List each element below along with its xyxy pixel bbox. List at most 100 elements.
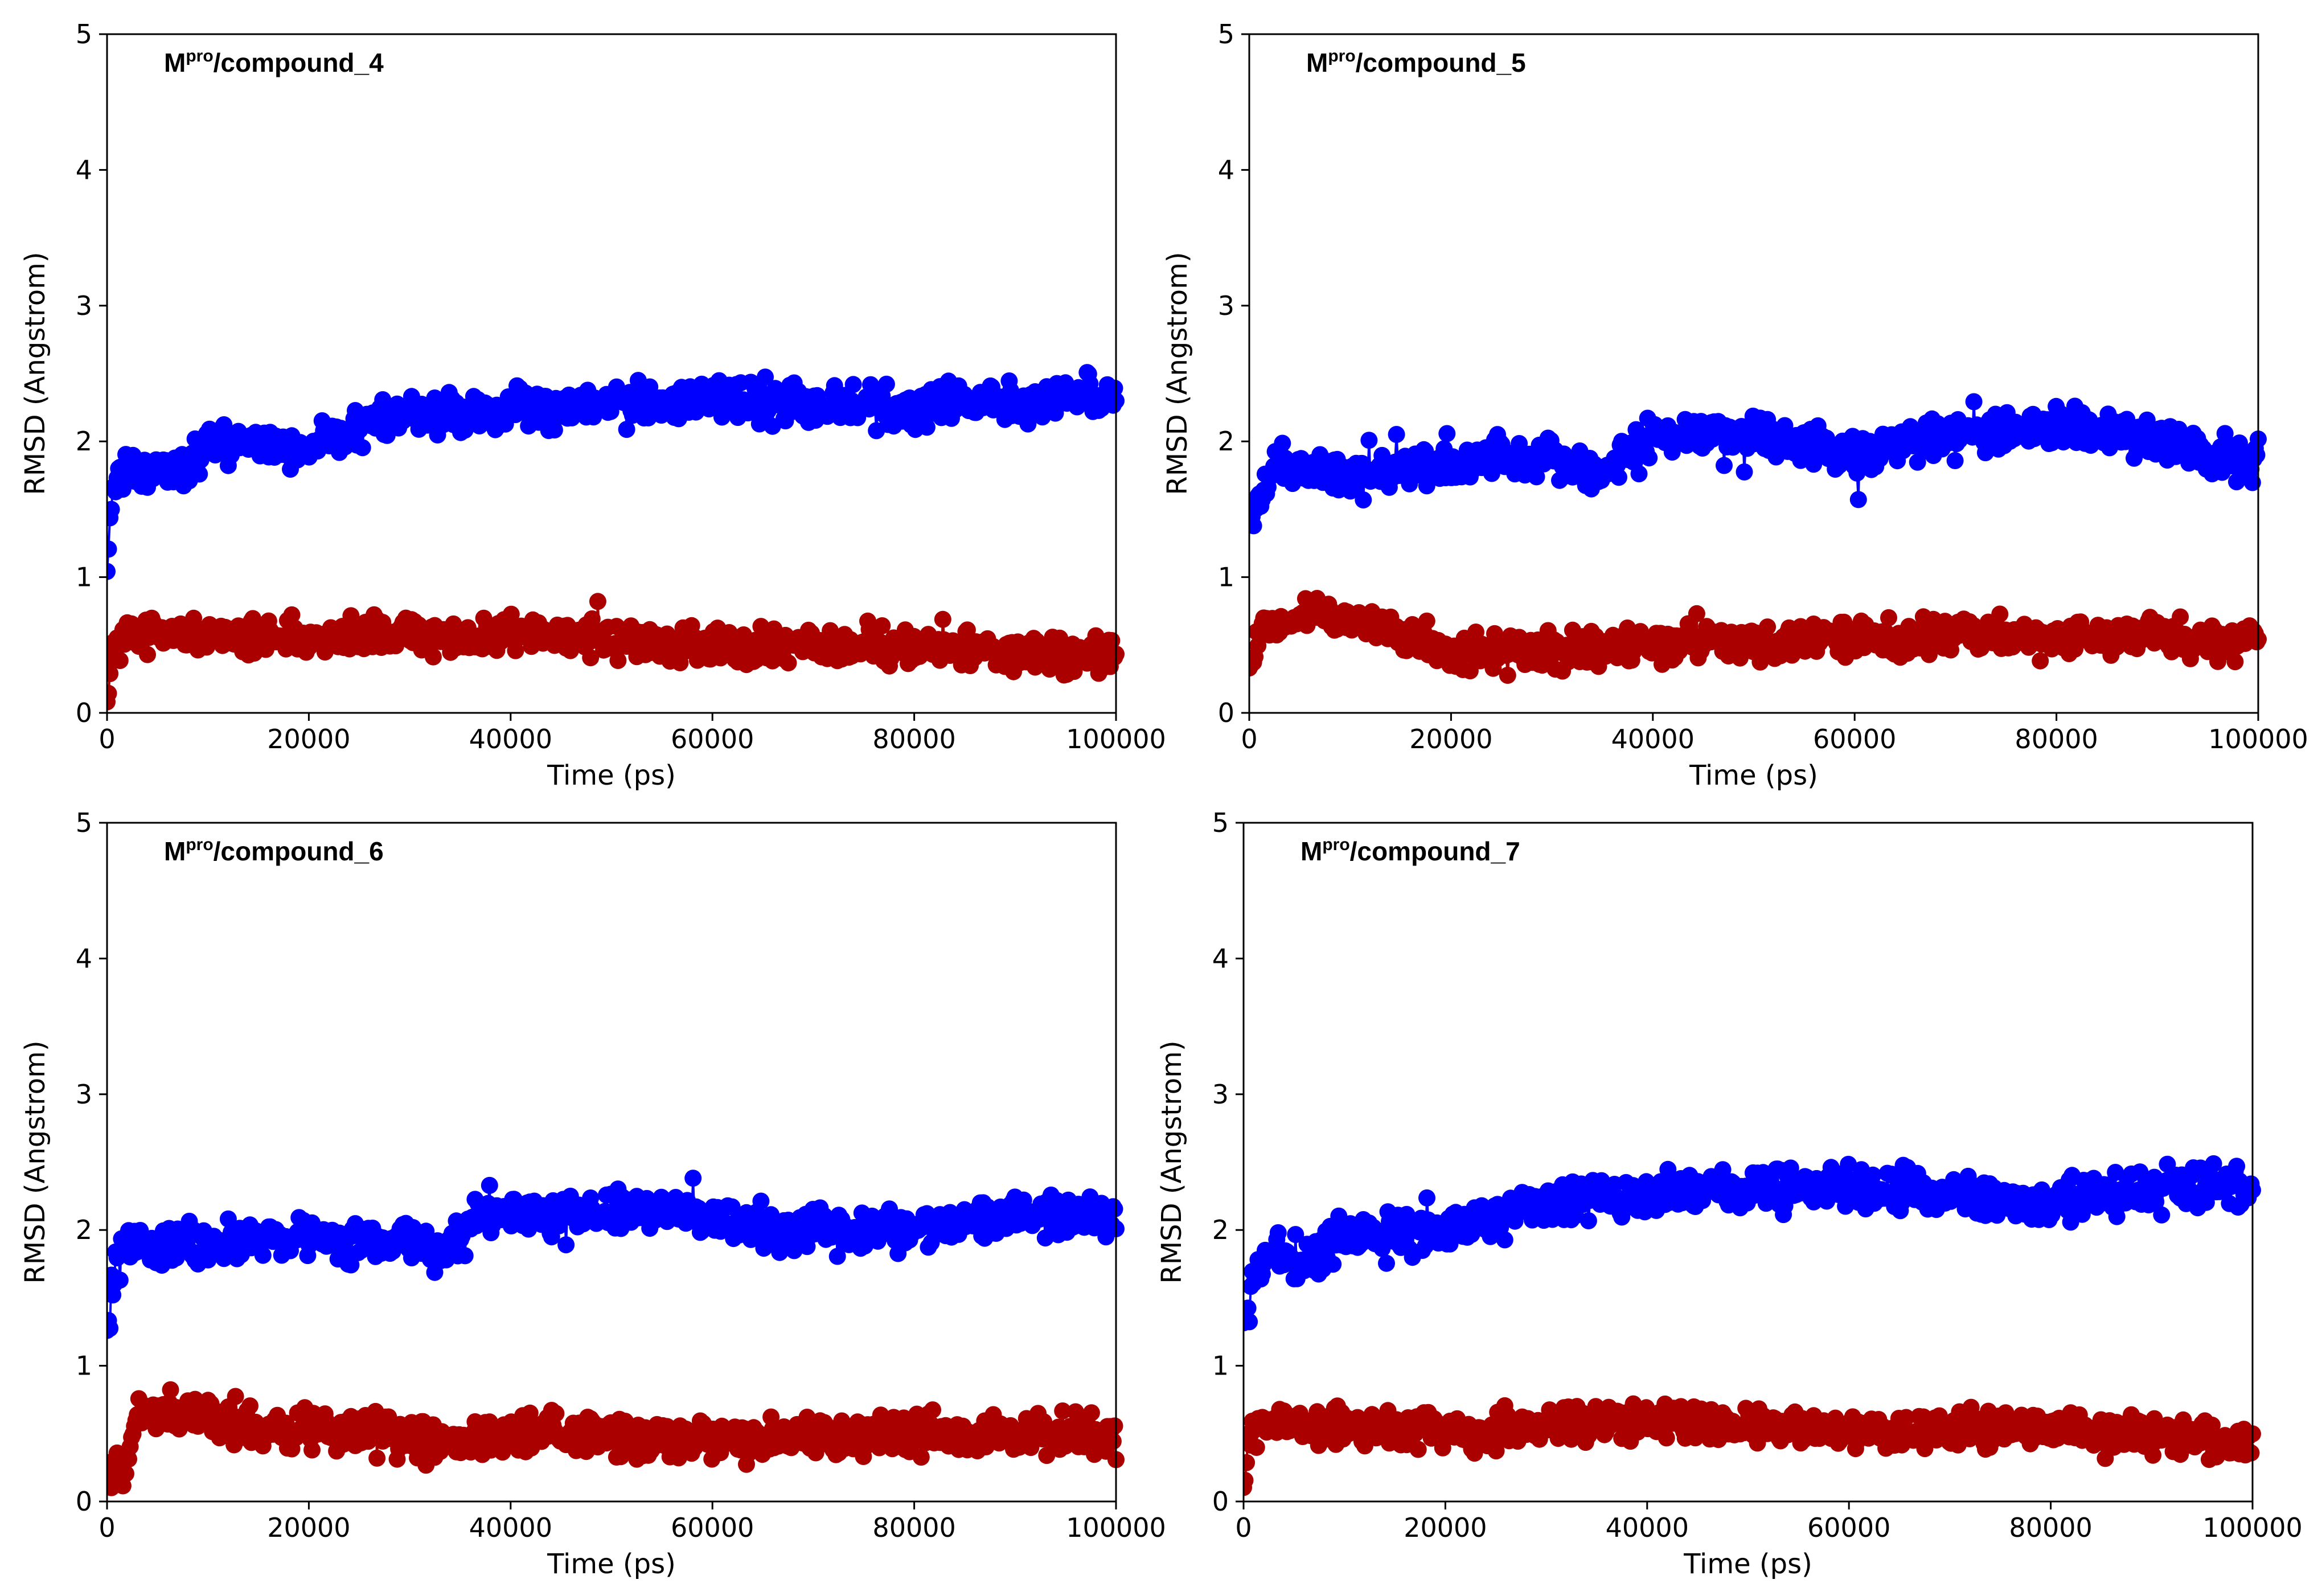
data-point	[1106, 1200, 1123, 1218]
data-point	[1287, 1226, 1304, 1244]
data-point	[807, 1444, 824, 1462]
data-point	[1610, 469, 1627, 486]
y-tick-label: 4	[76, 154, 92, 185]
data-point	[254, 1246, 272, 1264]
data-point	[2153, 1206, 2171, 1224]
y-tick-label: 0	[1218, 698, 1234, 728]
y-tick-label: 1	[76, 1351, 92, 1381]
data-point	[557, 1236, 575, 1254]
data-point	[547, 1405, 565, 1422]
data-point	[1849, 491, 1867, 508]
data-point	[1776, 417, 1794, 434]
data-point	[1036, 1229, 1054, 1247]
data-point	[521, 1404, 539, 1422]
data-point	[844, 376, 862, 393]
series-ligand	[107, 1381, 1125, 1496]
data-point	[117, 1465, 134, 1483]
y-tick-label: 2	[1218, 426, 1234, 457]
data-point	[583, 610, 601, 627]
data-point	[1921, 646, 1938, 663]
x-tick-label: 60000	[1813, 724, 1896, 754]
data-point	[2073, 1205, 2091, 1223]
data-point	[191, 465, 208, 483]
data-point	[111, 1271, 129, 1289]
data-point	[107, 540, 117, 558]
data-point	[1244, 1313, 1258, 1331]
data-point	[1065, 663, 1083, 680]
x-tick-label: 40000	[1611, 724, 1695, 754]
y-tick-label: 3	[76, 290, 92, 321]
x-tick-label: 20000	[1409, 724, 1492, 754]
data-point	[303, 1441, 321, 1459]
y-tick-label: 0	[76, 1486, 92, 1517]
data-point	[1388, 426, 1405, 443]
x-tick-label: 60000	[671, 724, 754, 754]
data-point	[1324, 1256, 1342, 1273]
x-tick-label: 100000	[1066, 1512, 1166, 1543]
data-point	[342, 1256, 360, 1274]
data-point	[424, 648, 442, 666]
data-point	[456, 1247, 474, 1265]
data-point	[2248, 446, 2266, 463]
data-point	[1082, 1404, 1100, 1422]
data-point	[1360, 432, 1378, 449]
data-point	[1880, 609, 1897, 626]
data-point	[1848, 464, 1866, 482]
series-protein	[1244, 1155, 2261, 1332]
title-superscript: pro	[186, 835, 213, 854]
data-point	[757, 368, 774, 386]
data-point	[1274, 434, 1291, 452]
title-rest: /compound_6	[214, 836, 384, 866]
data-point	[918, 419, 936, 436]
y-axis-label: RMSD (Angstrom)	[1162, 252, 1193, 495]
data-point	[1716, 457, 1733, 474]
data-point	[1496, 1231, 1513, 1249]
series-protein	[107, 364, 1125, 580]
data-point	[1840, 1155, 1857, 1173]
data-point	[1991, 605, 2009, 623]
data-point	[545, 421, 563, 439]
y-tick-label: 1	[76, 562, 92, 593]
x-tick-label: 80000	[872, 724, 955, 754]
data-point	[481, 1176, 498, 1194]
data-point	[877, 375, 895, 393]
y-tick-label: 0	[76, 698, 92, 728]
x-tick-label: 40000	[469, 1512, 552, 1543]
data-point	[828, 1248, 846, 1265]
data-point	[1106, 1417, 1123, 1435]
data-point	[1249, 517, 1262, 535]
y-tick-label: 3	[76, 1079, 92, 1110]
data-point	[2172, 608, 2189, 626]
data-point	[684, 1170, 702, 1187]
x-tick-label: 80000	[2015, 724, 2098, 754]
data-point	[2205, 1155, 2222, 1172]
data-point	[2032, 652, 2049, 670]
x-tick-label: 0	[99, 724, 115, 754]
title-main: M	[1306, 48, 1328, 77]
data-point	[589, 593, 606, 610]
data-point	[1418, 1189, 1435, 1207]
data-point	[2226, 653, 2244, 671]
data-point	[107, 500, 120, 518]
data-point	[873, 617, 891, 634]
data-point	[1106, 379, 1123, 397]
series-protein	[107, 1170, 1125, 1339]
series-ligand	[1249, 590, 2267, 684]
data-point	[107, 665, 119, 682]
data-point	[723, 1198, 741, 1216]
data-point	[934, 610, 951, 628]
data-point	[1946, 452, 1964, 469]
x-tick-label: 100000	[2208, 724, 2308, 754]
title-rest: /compound_4	[214, 48, 384, 77]
y-axis-label: RMSD (Angstrom)	[19, 252, 51, 495]
y-tick-label: 3	[1218, 290, 1234, 321]
plot-frame	[106, 33, 1117, 714]
title-superscript: pro	[1328, 47, 1355, 65]
x-axis-label: Time (ps)	[547, 760, 676, 791]
series-protein	[1249, 393, 2267, 535]
data-point	[1054, 1402, 1072, 1419]
